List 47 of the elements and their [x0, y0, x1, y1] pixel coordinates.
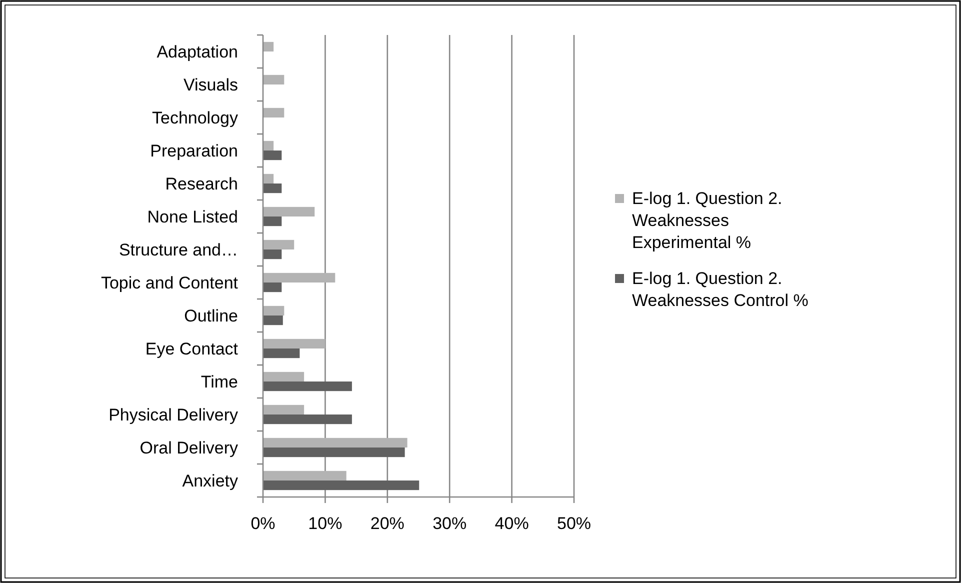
- y-tick-label: Preparation: [150, 141, 238, 160]
- x-tick-label: 40%: [494, 514, 529, 533]
- y-tick-label: Eye Contact: [145, 339, 238, 358]
- bar: [263, 140, 274, 150]
- y-tick-label: Visuals: [184, 75, 238, 94]
- bar: [263, 42, 274, 52]
- y-tick-label: Technology: [152, 108, 238, 128]
- bar: [263, 448, 405, 458]
- x-tick-label: 50%: [556, 514, 592, 533]
- bar: [263, 470, 346, 480]
- bar: [263, 338, 326, 348]
- y-tick-label: None Listed: [147, 207, 238, 226]
- bar: [263, 480, 420, 490]
- bar: [263, 414, 352, 424]
- y-tick-label: Topic and Content: [100, 273, 238, 292]
- y-tick-label: Time: [200, 372, 238, 392]
- bar: [263, 240, 294, 250]
- y-tick-label: Oral Delivery: [140, 438, 238, 458]
- bar: [263, 174, 274, 184]
- y-tick-label: Adaptation: [156, 42, 238, 62]
- bar: [263, 282, 282, 292]
- bar: [263, 272, 336, 282]
- x-tick-label: 20%: [370, 514, 404, 533]
- y-tick-label: Research: [165, 174, 238, 194]
- bar: [263, 216, 282, 226]
- bar: [263, 250, 282, 260]
- bar: [263, 150, 282, 160]
- bar: [263, 348, 300, 358]
- y-tick-label: Outline: [184, 306, 238, 326]
- bar: [263, 108, 284, 118]
- bar: [263, 306, 284, 316]
- y-tick-label: Structure and…: [118, 240, 238, 260]
- x-tick-label: 0%: [250, 514, 276, 533]
- bar: [263, 206, 315, 216]
- x-tick-label: 10%: [308, 514, 342, 533]
- y-tick-label: Physical Delivery: [108, 405, 238, 424]
- bar: [263, 316, 283, 326]
- x-tick-label: 30%: [432, 514, 467, 533]
- y-tick-label: Anxiety: [182, 471, 238, 490]
- bar: [263, 184, 282, 194]
- legend-label: E-log 1. Question 2. Weaknesses Control %: [632, 269, 808, 310]
- bar: [263, 372, 304, 382]
- bar: [263, 404, 304, 414]
- bar: [263, 438, 408, 448]
- legend-label: E-log 1. Question 2. Weaknesses Experimental %: [632, 189, 782, 252]
- bar: [263, 74, 284, 84]
- bar: [263, 382, 352, 392]
